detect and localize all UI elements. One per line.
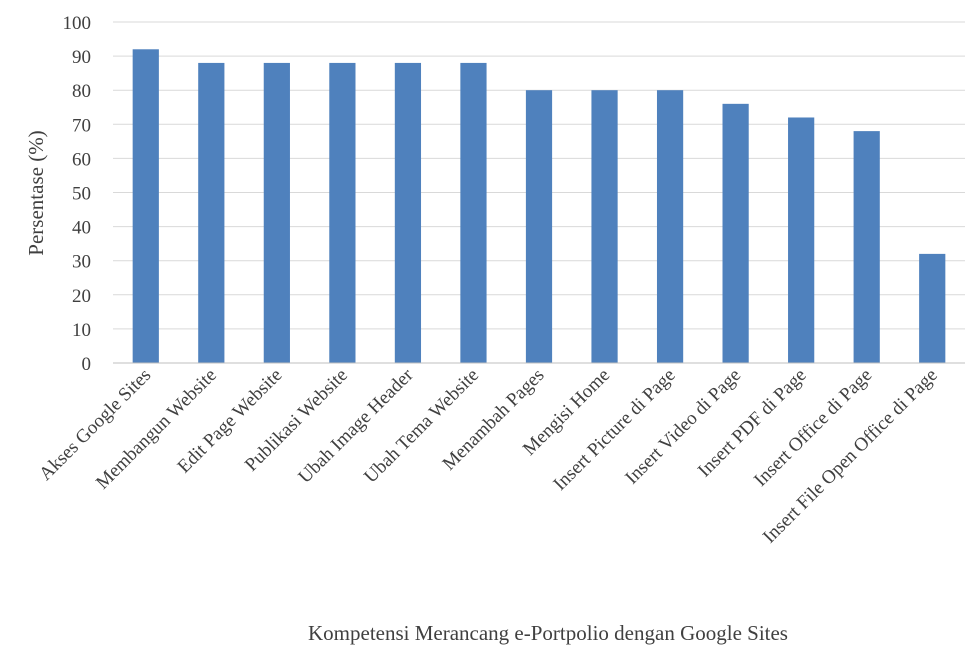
y-tick-label: 70 bbox=[72, 115, 91, 136]
x-tick-label: Insert Video di Page bbox=[621, 365, 745, 489]
bar bbox=[132, 49, 159, 363]
bar bbox=[263, 62, 290, 364]
x-tick-label: Insert Picture di Page bbox=[549, 365, 679, 495]
y-tick-labels: 0 10 20 30 40 50 60 70 80 90 100 bbox=[63, 13, 92, 375]
bar bbox=[460, 62, 487, 364]
y-axis-title: Persentase (%) bbox=[24, 130, 48, 255]
y-tick-label: 0 bbox=[82, 354, 92, 375]
y-tick-label: 80 bbox=[72, 81, 91, 102]
bar bbox=[525, 90, 553, 363]
bar bbox=[394, 62, 422, 364]
bar bbox=[198, 62, 225, 364]
y-tick-label: 100 bbox=[63, 13, 92, 34]
y-tick-label: 10 bbox=[72, 320, 91, 341]
y-tick-label: 50 bbox=[72, 184, 91, 205]
y-tick-label: 90 bbox=[72, 47, 91, 68]
bar bbox=[329, 62, 356, 364]
bars bbox=[132, 49, 946, 364]
x-tick-label: Membangun Website bbox=[92, 365, 221, 494]
bar bbox=[656, 90, 684, 363]
y-tick-label: 60 bbox=[72, 149, 91, 170]
x-tick-label: Ubah Tema Website bbox=[360, 365, 483, 488]
bar bbox=[919, 253, 946, 363]
y-tick-label: 40 bbox=[72, 218, 91, 239]
bar bbox=[788, 117, 815, 363]
bar bbox=[591, 90, 618, 363]
x-tick-label: Insert Office di Page bbox=[750, 365, 876, 491]
bar bbox=[722, 103, 749, 363]
x-tick-label: Ubah Image Header bbox=[294, 364, 417, 487]
x-tick-label: Akses Google Sites bbox=[35, 365, 155, 485]
bar bbox=[853, 131, 880, 363]
x-axis-title: Kompetensi Merancang e-Portpolio dengan … bbox=[308, 621, 788, 645]
y-tick-label: 30 bbox=[72, 252, 91, 273]
y-tick-label: 20 bbox=[72, 286, 91, 307]
